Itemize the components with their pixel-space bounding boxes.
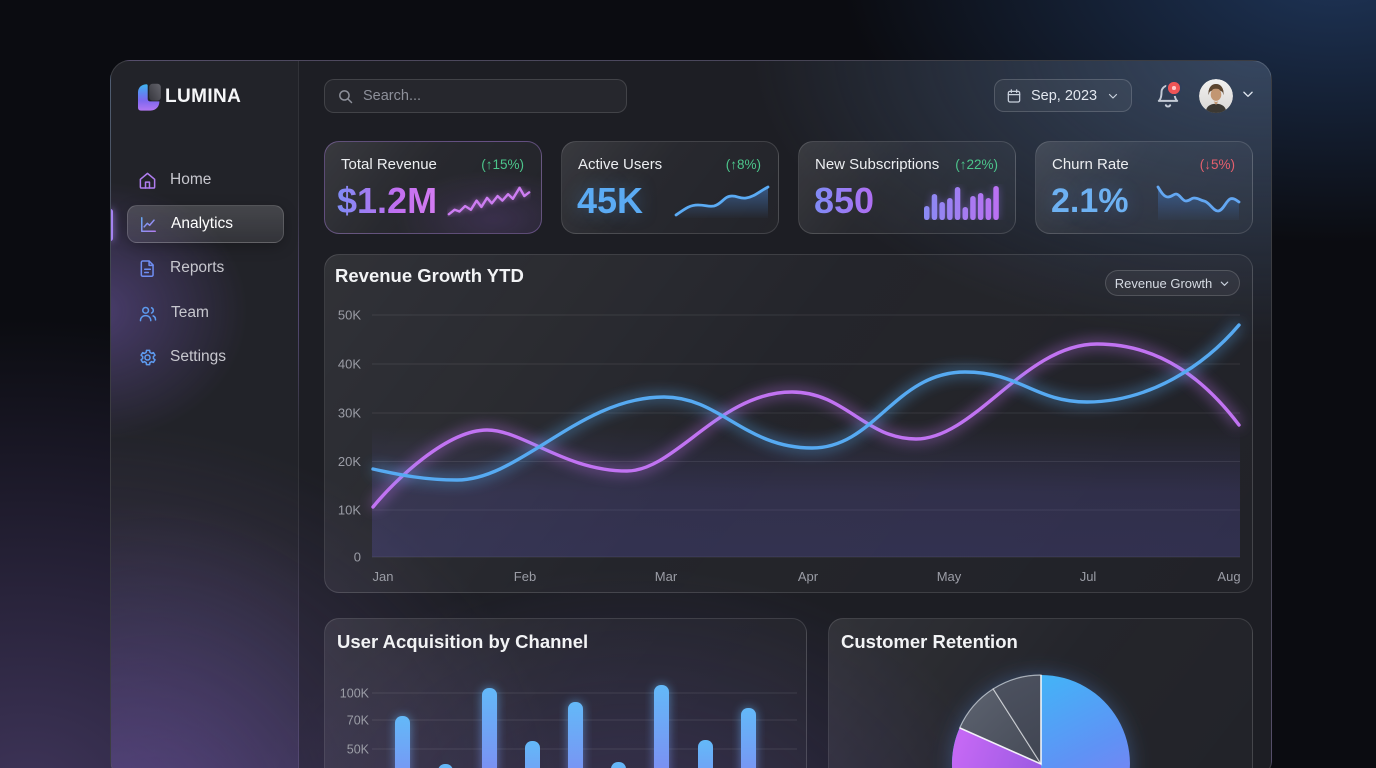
svg-text:Apr: Apr xyxy=(798,569,819,584)
svg-text:100K: 100K xyxy=(340,687,370,701)
svg-text:40K: 40K xyxy=(338,357,361,372)
svg-text:Feb: Feb xyxy=(514,569,536,584)
svg-text:20K: 20K xyxy=(338,454,361,469)
svg-text:50K: 50K xyxy=(347,743,370,757)
svg-text:Aug: Aug xyxy=(1217,569,1240,584)
svg-text:Mar: Mar xyxy=(655,569,678,584)
svg-text:50K: 50K xyxy=(338,308,361,323)
svg-text:Jan: Jan xyxy=(373,569,394,584)
svg-text:Jul: Jul xyxy=(1080,569,1097,584)
svg-text:0: 0 xyxy=(354,550,361,565)
svg-text:May: May xyxy=(937,569,962,584)
svg-text:70K: 70K xyxy=(347,714,370,728)
svg-text:30K: 30K xyxy=(338,406,361,421)
svg-text:10K: 10K xyxy=(338,503,361,518)
